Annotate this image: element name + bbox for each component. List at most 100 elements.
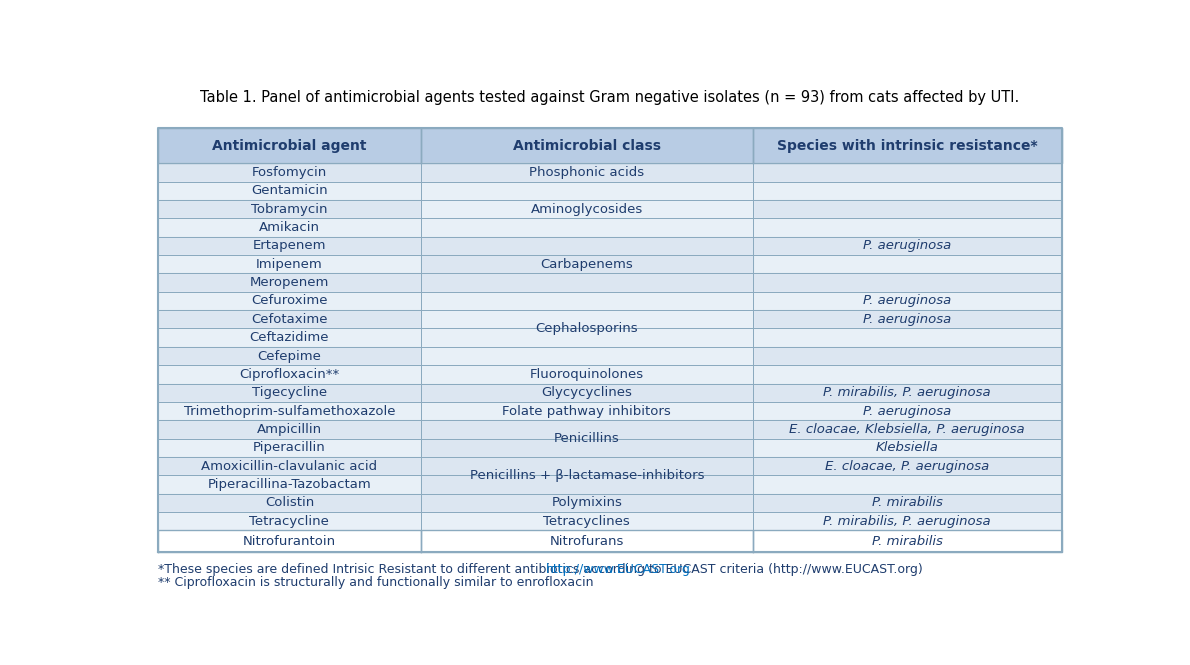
Polygon shape [421, 182, 753, 237]
Text: P. aeruginosa: P. aeruginosa [863, 295, 952, 307]
Polygon shape [158, 128, 421, 164]
Polygon shape [753, 200, 1061, 218]
Polygon shape [753, 218, 1061, 237]
Polygon shape [158, 182, 421, 200]
Polygon shape [753, 310, 1061, 329]
Polygon shape [421, 402, 753, 420]
Text: Fosfomycin: Fosfomycin [252, 166, 327, 179]
Text: Cephalosporins: Cephalosporins [536, 322, 638, 335]
Polygon shape [158, 512, 421, 531]
Polygon shape [421, 182, 753, 200]
Text: Amikacin: Amikacin [259, 221, 320, 234]
Text: P. aeruginosa: P. aeruginosa [863, 239, 952, 253]
Text: P. mirabilis: P. mirabilis [872, 496, 942, 509]
Text: Colistin: Colistin [264, 496, 314, 509]
Polygon shape [421, 128, 753, 164]
Polygon shape [421, 218, 753, 237]
Polygon shape [158, 329, 421, 347]
Text: Ciprofloxacin**: Ciprofloxacin** [239, 368, 339, 381]
Polygon shape [421, 310, 753, 329]
Polygon shape [158, 218, 421, 237]
Text: Penicillins + β-lactamase-inhibitors: Penicillins + β-lactamase-inhibitors [470, 469, 704, 482]
Polygon shape [421, 493, 753, 512]
Polygon shape [753, 182, 1061, 200]
Text: Trimethoprim-sulfamethoxazole: Trimethoprim-sulfamethoxazole [183, 404, 395, 418]
Polygon shape [158, 292, 421, 310]
Polygon shape [421, 420, 753, 439]
Text: Cefotaxime: Cefotaxime [251, 313, 327, 326]
Polygon shape [753, 493, 1061, 512]
Polygon shape [753, 255, 1061, 273]
Polygon shape [158, 310, 421, 329]
Text: Gentamicin: Gentamicin [251, 184, 327, 198]
Polygon shape [753, 365, 1061, 384]
Polygon shape [158, 475, 421, 493]
Polygon shape [753, 164, 1061, 182]
Text: *These species are defined Intrisic Resistant to different antibiotics according: *These species are defined Intrisic Resi… [158, 563, 922, 576]
Text: Piperacillina-Tazobactam: Piperacillina-Tazobactam [207, 478, 371, 491]
Polygon shape [158, 365, 421, 384]
Polygon shape [421, 329, 753, 347]
Polygon shape [753, 292, 1061, 310]
Polygon shape [753, 457, 1061, 475]
Text: Tigecycline: Tigecycline [252, 386, 327, 399]
Polygon shape [158, 439, 421, 457]
Polygon shape [158, 237, 421, 255]
Polygon shape [421, 164, 753, 182]
Polygon shape [421, 512, 753, 531]
Text: Cefepime: Cefepime [257, 350, 321, 362]
Polygon shape [753, 347, 1061, 365]
Polygon shape [421, 237, 753, 292]
Polygon shape [421, 255, 753, 273]
Polygon shape [753, 128, 1061, 164]
Text: http://www.EUCAST.org: http://www.EUCAST.org [545, 563, 690, 576]
Text: Antimicrobial agent: Antimicrobial agent [212, 139, 367, 153]
Polygon shape [421, 420, 753, 457]
Text: ** Ciprofloxacin is structurally and functionally similar to enrofloxacin: ** Ciprofloxacin is structurally and fun… [158, 577, 594, 589]
Polygon shape [158, 493, 421, 512]
Text: P. aeruginosa: P. aeruginosa [863, 313, 952, 326]
Text: Ertapenem: Ertapenem [252, 239, 326, 253]
Polygon shape [421, 384, 753, 402]
Polygon shape [421, 292, 753, 365]
Text: Table 1. Panel of antimicrobial agents tested against Gram negative isolates (n : Table 1. Panel of antimicrobial agents t… [200, 90, 1020, 105]
Polygon shape [753, 402, 1061, 420]
Polygon shape [421, 164, 753, 182]
Polygon shape [753, 329, 1061, 347]
Polygon shape [753, 439, 1061, 457]
Polygon shape [421, 384, 753, 402]
Text: Nitrofurantoin: Nitrofurantoin [243, 535, 336, 548]
Text: Nitrofurans: Nitrofurans [550, 535, 624, 548]
Text: Tetracycline: Tetracycline [250, 515, 330, 528]
Text: Tetracyclines: Tetracyclines [544, 515, 631, 528]
Polygon shape [158, 200, 421, 218]
Polygon shape [158, 531, 421, 552]
Polygon shape [753, 384, 1061, 402]
Polygon shape [158, 402, 421, 420]
Polygon shape [421, 237, 753, 255]
Polygon shape [421, 457, 753, 475]
Text: P. mirabilis: P. mirabilis [872, 535, 942, 548]
Text: Glycycyclines: Glycycyclines [541, 386, 632, 399]
Text: Carbapenems: Carbapenems [540, 258, 633, 271]
Polygon shape [753, 531, 1061, 552]
Polygon shape [421, 402, 753, 420]
Text: Klebsiella: Klebsiella [876, 442, 939, 454]
Text: E. cloacae, P. aeruginosa: E. cloacae, P. aeruginosa [825, 460, 989, 473]
Text: Folate pathway inhibitors: Folate pathway inhibitors [502, 404, 671, 418]
Text: Species with intrinsic resistance*: Species with intrinsic resistance* [777, 139, 1038, 153]
Polygon shape [158, 347, 421, 365]
Text: Piperacillin: Piperacillin [253, 442, 326, 454]
Text: Phosphonic acids: Phosphonic acids [530, 166, 644, 179]
Text: Ceftazidime: Ceftazidime [250, 331, 330, 344]
Polygon shape [421, 273, 753, 292]
Text: P. mirabilis, P. aeruginosa: P. mirabilis, P. aeruginosa [823, 515, 991, 528]
Text: P. aeruginosa: P. aeruginosa [863, 404, 952, 418]
Text: Meropenem: Meropenem [250, 276, 330, 289]
Polygon shape [421, 457, 753, 493]
Text: Fluoroquinolones: Fluoroquinolones [530, 368, 644, 381]
Polygon shape [158, 457, 421, 475]
Polygon shape [753, 475, 1061, 493]
Polygon shape [158, 255, 421, 273]
Text: P. mirabilis, P. aeruginosa: P. mirabilis, P. aeruginosa [823, 386, 991, 399]
